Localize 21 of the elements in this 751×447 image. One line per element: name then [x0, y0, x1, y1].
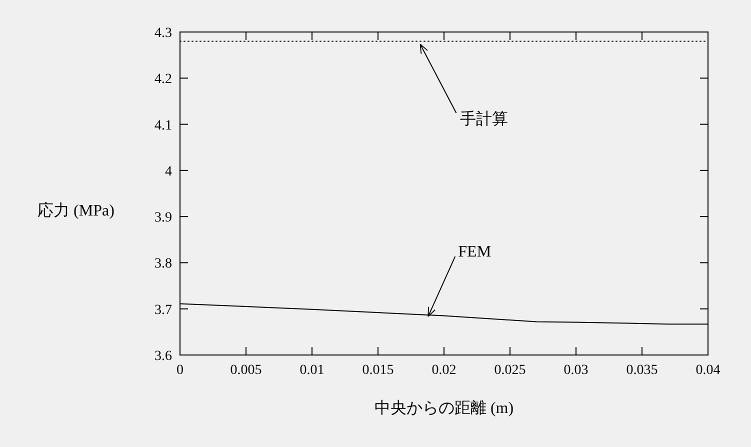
y-axis-title: 応力 (MPa): [38, 202, 114, 220]
x-tick-label: 0.015: [362, 363, 394, 378]
x-tick-label: 0.005: [230, 363, 262, 378]
annotation: FEM: [458, 243, 492, 260]
x-tick-label: 0: [176, 363, 184, 378]
x-tick-label: 0.01: [300, 363, 324, 378]
x-axis-title: 中央からの距離 (m): [374, 399, 514, 417]
y-tick-label: 3.8: [154, 256, 172, 272]
x-tick-label: 0.025: [494, 363, 526, 378]
annotation: 手計算: [460, 110, 508, 128]
y-tick-label: 4.1: [154, 118, 172, 134]
y-tick-label: 3.9: [154, 210, 172, 226]
x-tick-label: 0.03: [564, 363, 588, 378]
x-tick-label: 0.02: [432, 363, 456, 378]
y-tick-label: 4.3: [154, 26, 172, 41]
x-tick-label: 0.04: [696, 363, 720, 378]
x-tick-label: 0.035: [626, 363, 658, 378]
y-tick-label: 3.6: [154, 349, 172, 364]
y-tick-label: 4.2: [154, 72, 172, 88]
y-tick-label: 3.7: [154, 302, 172, 318]
y-tick-label: 4: [165, 164, 172, 180]
